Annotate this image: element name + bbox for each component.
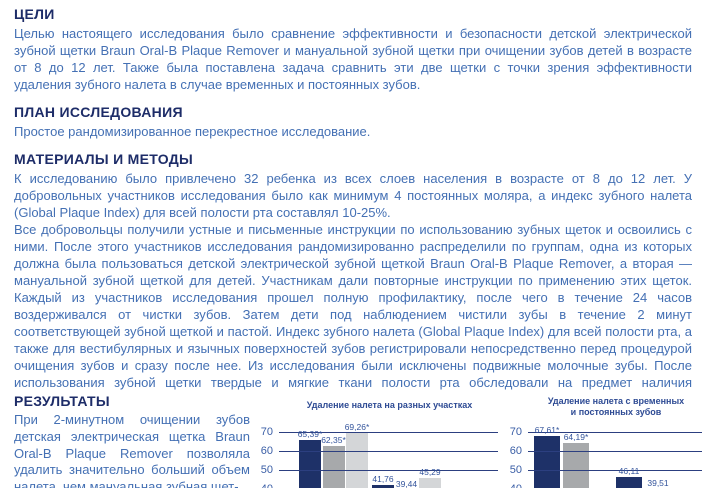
bar (563, 442, 589, 488)
chart-plot-area: 70 60 50 40 67,61*64,19* 46,11 39,51 (500, 422, 704, 488)
bar-value-label: 45,29 (419, 467, 441, 478)
chart-title-line: Удаление налета на разных участках (306, 400, 473, 410)
section-heading-materials-methods: МАТЕРИАЛЫ И МЕТОДЫ (14, 151, 194, 167)
gridline (279, 450, 498, 452)
gridline (528, 450, 702, 452)
chart-title: Удаление налета с временных и постоянных … (500, 394, 704, 418)
y-axis-tick-label: 60 (260, 444, 273, 457)
paragraph: При 2-минутном очищении зубов детская эл… (14, 412, 250, 488)
chart-plot-area: 70 60 50 40 65,39*62,35* 69,26* 41,7639,4445,2… (253, 422, 500, 488)
main-text-column: ЦЕЛИ Целью настоящего исследования было … (14, 6, 692, 391)
paragraph: Все добровольцы получили устные и письме… (14, 222, 692, 390)
bar (372, 485, 394, 488)
chart-title-line: Удаление налета с временных (547, 396, 685, 406)
section-results: РЕЗУЛЬТАТЫ При 2-минутном очищении зубов… (14, 393, 250, 488)
y-axis-tick-label: 60 (509, 444, 522, 457)
section-materials-methods: МАТЕРИАЛЫ И МЕТОДЫ К исследованию было п… (14, 151, 692, 391)
chart-title: Удаление налета на разных участках (253, 394, 500, 411)
bar-value-label: 41,76 (372, 474, 394, 485)
bar-value-label: 46,11 (618, 465, 640, 476)
bar (346, 432, 368, 488)
bar-value-label: 69,26* (344, 421, 370, 432)
bar-chart-plaque-by-site: Удаление налета на разных участках 70 60 5… (253, 394, 500, 488)
bar-value-label: 67,61* (534, 425, 560, 436)
bar-value-label: 65,39* (297, 429, 323, 440)
bar-value-label: 64,19* (563, 431, 589, 442)
y-axis-tick-label: 50 (509, 463, 522, 476)
bar (534, 436, 560, 488)
bar-value-label: 62,35* (321, 435, 346, 446)
bar-value-label: 39,51 (647, 478, 669, 488)
bar (616, 476, 642, 488)
section-heading-goals: ЦЕЛИ (14, 6, 55, 22)
gridline (528, 431, 702, 433)
bar-value-label: 39,44 (395, 478, 418, 488)
y-axis-tick-label: 50 (260, 463, 273, 476)
paragraph: Простое рандомизированное перекрестное и… (14, 124, 371, 139)
chart-title-line: и постоянных зубов (570, 407, 662, 417)
paragraph: Целью настоящего исследования было сравн… (14, 26, 692, 92)
bar (299, 440, 321, 488)
section-goals: ЦЕЛИ Целью настоящего исследования было … (14, 6, 692, 93)
paragraph: К исследованию было привлечено 32 ребенк… (14, 171, 692, 220)
y-axis-tick-label: 70 (509, 425, 522, 438)
section-heading-study-design: ПЛАН ИССЛЕДОВАНИЯ (14, 104, 183, 120)
y-axis-tick-label: 70 (260, 425, 273, 438)
gridline (279, 469, 498, 471)
bar (419, 478, 441, 488)
section-heading-results: РЕЗУЛЬТАТЫ (14, 393, 110, 409)
section-study-design: ПЛАН ИССЛЕДОВАНИЯ Простое рандомизирован… (14, 104, 692, 140)
y-axis-tick-label: 40 (500, 483, 522, 488)
bar (322, 446, 345, 488)
y-axis-tick-label: 40 (253, 483, 273, 488)
gridline (528, 469, 702, 471)
bar-chart-temporary-permanent-teeth: Удаление налета с временных и постоянных … (500, 394, 704, 488)
gridline (279, 431, 498, 433)
